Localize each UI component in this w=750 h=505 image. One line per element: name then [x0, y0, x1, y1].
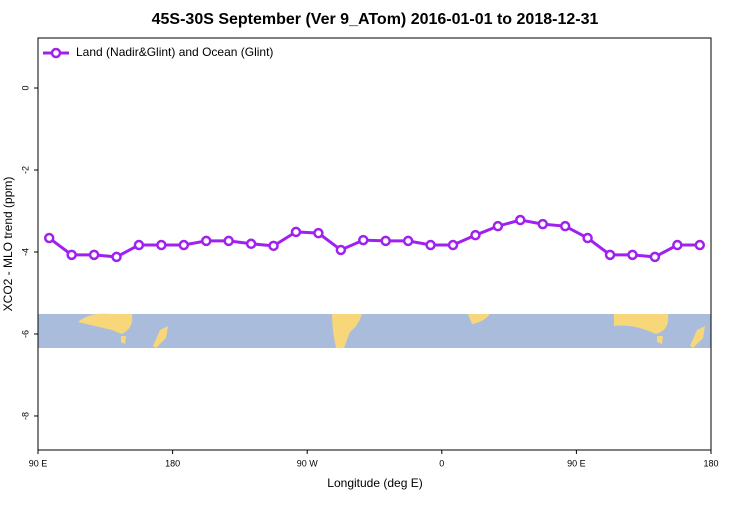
y-tick-label: 0: [20, 86, 30, 91]
x-axis-label: Longitude (deg E): [327, 476, 422, 490]
point: [245, 238, 257, 250]
plot-frame: [37, 37, 712, 451]
point: [492, 220, 504, 232]
legend-label: Land (Nadir&Glint) and Ocean (Glint): [76, 45, 273, 59]
point: [43, 232, 55, 244]
x-tick-label: 180: [165, 458, 180, 468]
point: [178, 239, 190, 251]
point: [672, 239, 683, 251]
y-tick-label: -8: [20, 412, 30, 420]
y-tick-label: -6: [20, 330, 30, 338]
x-tick-label: 0: [439, 458, 444, 468]
point: [425, 239, 436, 251]
point: [335, 244, 347, 256]
point: [313, 227, 324, 239]
point: [66, 249, 77, 261]
point: [290, 226, 302, 238]
point: [156, 239, 167, 251]
point: [470, 229, 481, 241]
point: [447, 239, 459, 251]
y-tick-label: -2: [20, 166, 30, 174]
point: [268, 240, 279, 252]
y-axis-label: XCO2 - MLO trend (ppm): [1, 177, 15, 312]
point: [201, 235, 212, 247]
point: [223, 235, 234, 247]
x-tick-label: 90 E: [567, 458, 586, 468]
point: [559, 220, 571, 232]
point: [694, 239, 706, 251]
chart-title: 45S-30S September (Ver 9_ATom) 2016-01-0…: [152, 11, 599, 28]
point: [604, 249, 616, 261]
point: [88, 249, 100, 261]
x-tick-label: 90 E: [29, 458, 48, 468]
point: [133, 239, 145, 251]
map-band: [38, 313, 711, 348]
series-line: [48, 218, 700, 259]
point: [649, 251, 661, 263]
point: [515, 214, 526, 226]
point: [582, 232, 593, 244]
point: [402, 235, 414, 247]
point: [537, 218, 548, 230]
point: [380, 235, 391, 247]
x-tick-label: 180: [703, 458, 718, 468]
point: [627, 249, 638, 261]
x-tick-label: 90 W: [297, 458, 319, 468]
point: [358, 234, 369, 246]
y-tick-label: -4: [20, 248, 30, 256]
legend-marker: [50, 47, 62, 59]
point: [111, 251, 122, 263]
